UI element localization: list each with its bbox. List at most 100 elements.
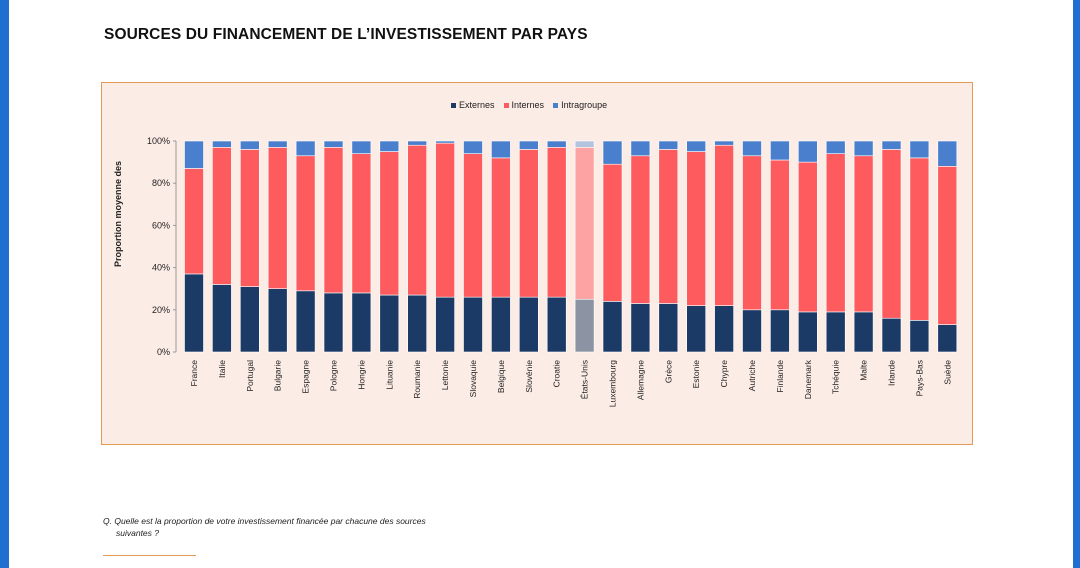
bar-segment-intragroupe: [491, 140, 511, 159]
bar-segment-externes: [574, 298, 595, 353]
bar-segment-externes: [937, 324, 958, 353]
y-tick-label: 40%: [152, 263, 170, 273]
bar-segment-externes: [323, 292, 344, 353]
x-tick-label: Danemark: [803, 359, 813, 399]
bar-segment-internes: [323, 147, 344, 294]
legend-label-internes: Internes: [511, 100, 545, 110]
x-tick-label: Allemagne: [635, 360, 645, 400]
y-tick-label: 0%: [157, 347, 170, 357]
x-tick-label: Croatie: [552, 360, 562, 388]
bar-segment-internes: [267, 147, 288, 289]
bar-segment-internes: [630, 155, 651, 304]
bar-segment-internes: [379, 151, 400, 296]
bar-segment-internes: [295, 155, 316, 292]
bar-segment-internes: [518, 149, 539, 298]
window-edge-right: [1073, 0, 1080, 568]
y-tick-label: 60%: [152, 220, 170, 230]
legend-swatch-intragroupe: [553, 102, 559, 108]
x-tick-label: Bulgarie: [273, 360, 283, 391]
bar-segment-intragroupe: [267, 140, 288, 148]
x-tick-label: Roumanie: [412, 360, 422, 399]
bar-segment-externes: [714, 305, 734, 353]
legend-swatch-externes: [451, 102, 456, 108]
bar-segment-externes: [658, 303, 679, 353]
bar-segment-intragroupe: [658, 140, 679, 150]
x-tick-label: Portugal: [245, 360, 255, 392]
bar-segment-intragroupe: [323, 140, 344, 148]
bar-segment-externes: [881, 317, 902, 353]
x-tick-label: Finlande: [775, 360, 785, 393]
bar-segment-intragroupe: [630, 140, 651, 157]
bar-segment-intragroupe: [435, 140, 455, 144]
bar-segment-externes: [825, 311, 846, 353]
x-tick-label: Espagne: [301, 360, 311, 394]
bar-segment-intragroupe: [546, 140, 567, 148]
bar-segment-internes: [491, 157, 511, 298]
bar-segment-externes: [770, 309, 790, 353]
bar-segment-externes: [797, 311, 818, 353]
bar-segment-externes: [184, 273, 204, 353]
bar-segment-externes: [909, 320, 930, 353]
bar-segment-externes: [295, 290, 316, 353]
bar-segment-externes: [240, 286, 260, 353]
bar-segment-intragroupe: [742, 140, 762, 157]
bar-segment-intragroupe: [937, 140, 958, 167]
bar-segment-externes: [630, 303, 651, 353]
x-tick-label: Hongrie: [356, 360, 366, 390]
bar-segment-intragroupe: [240, 140, 260, 150]
bar-segment-intragroupe: [351, 140, 372, 154]
bar-segment-intragroupe: [853, 140, 874, 157]
bar-segment-internes: [658, 149, 679, 304]
bar-segment-externes: [407, 294, 428, 353]
legend-swatch-internes: [503, 102, 509, 108]
bar-segment-externes: [518, 296, 539, 353]
bar-segment-externes: [602, 301, 623, 353]
legend-label-externes: Externes: [459, 100, 495, 110]
bar-segment-internes: [574, 147, 595, 300]
bar-segment-internes: [797, 161, 818, 313]
bar-segment-internes: [714, 144, 734, 306]
bar-segment-internes: [212, 147, 232, 285]
bar-segment-externes: [853, 311, 874, 353]
survey-question: Q. Quelle est la proportion de votre inv…: [103, 515, 426, 539]
x-tick-label: Suède: [942, 360, 952, 385]
bar-segment-internes: [686, 151, 707, 306]
bar-segment-internes: [435, 142, 455, 298]
x-tick-label: Slovénie: [524, 360, 534, 393]
legend-item-externes: Externes: [451, 100, 495, 110]
question-line-1: Q. Quelle est la proportion de votre inv…: [103, 516, 426, 526]
bar-segment-internes: [351, 153, 372, 294]
bar-segment-internes: [825, 153, 846, 313]
bar-segment-externes: [463, 296, 483, 353]
bar-segment-externes: [212, 284, 232, 353]
bar-segment-internes: [463, 153, 483, 298]
bar-segment-intragroupe: [212, 140, 232, 148]
bar-segment-intragroupe: [574, 140, 595, 148]
x-tick-label: Belgique: [496, 360, 506, 393]
x-tick-label: Lituanie: [384, 360, 394, 390]
y-tick-label: 20%: [152, 305, 170, 315]
x-tick-label: Slovaquie: [468, 360, 478, 398]
bar-segment-intragroupe: [825, 140, 846, 154]
bar-segment-intragroupe: [407, 140, 428, 146]
bar-segment-externes: [742, 309, 762, 353]
x-tick-label: Malte: [859, 360, 869, 381]
bar-segment-internes: [240, 149, 260, 287]
legend-label-intragroupe: Intragroupe: [561, 100, 608, 110]
y-tick-label: 80%: [152, 178, 170, 188]
legend-item-internes: Internes: [503, 100, 545, 110]
bar-segment-intragroupe: [797, 140, 818, 163]
bar-segment-internes: [546, 147, 567, 298]
bar-segment-internes: [881, 149, 902, 319]
bar-segment-externes: [267, 288, 288, 353]
bar-segment-intragroupe: [714, 140, 734, 146]
bar-segment-externes: [686, 305, 707, 353]
x-tick-label: Grèce: [663, 360, 673, 383]
bar-segment-intragroupe: [602, 140, 623, 165]
x-tick-label: Luxembourg: [608, 360, 618, 408]
bar-segment-intragroupe: [770, 140, 790, 161]
legend-item-intragroupe: Intragroupe: [553, 100, 607, 110]
x-tick-label: Chypre: [719, 360, 729, 388]
y-tick-label: 100%: [147, 136, 170, 146]
